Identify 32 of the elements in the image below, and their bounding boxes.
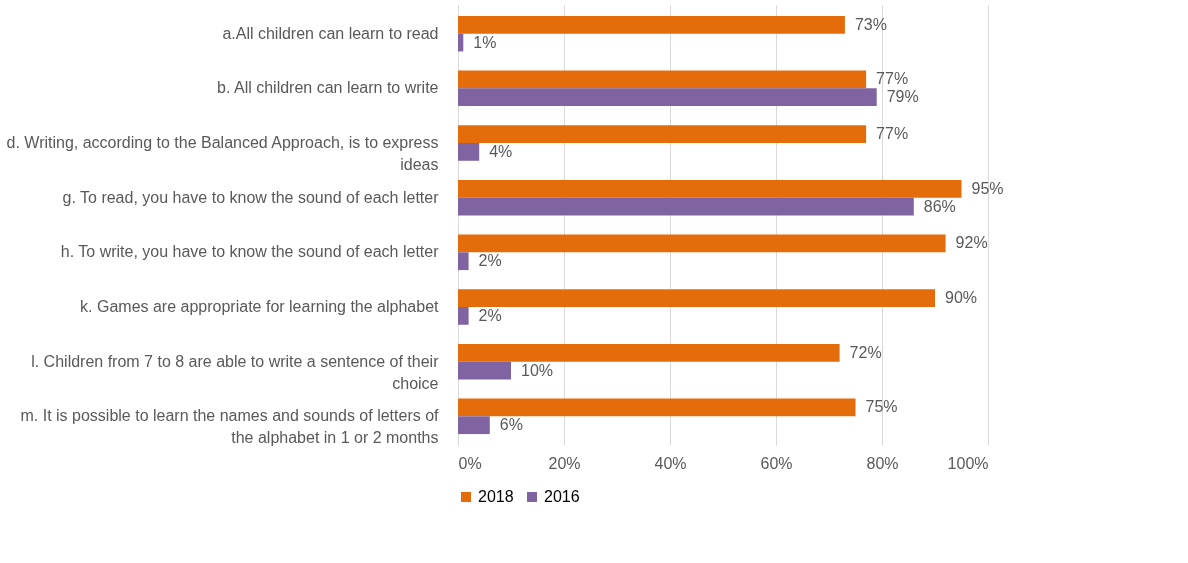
y-tick-label: g. To read, you have to know the sound of each letter [62, 188, 440, 206]
data-label: 72% [849, 343, 882, 361]
y-tick-label: a.All children can learn to read [222, 24, 439, 42]
x-tick-label: 40% [654, 454, 687, 472]
data-label: 75% [865, 398, 898, 416]
y-tick-label: b. All children can learn to write [217, 79, 439, 97]
data-label: 77% [876, 70, 909, 88]
y-tick-label: m. It is possible to learn the names and sounds of letters of the alphabet in 1 or 2 months [20, 407, 440, 447]
x-tick-label: 100% [947, 454, 989, 472]
y-tick-label: h. To write, you have to know the sound of each letter [60, 243, 440, 261]
data-label: 79% [886, 88, 919, 106]
data-label: 77% [876, 125, 909, 143]
data-label: 2% [478, 306, 502, 324]
y-tick-label: k. Games are appropriate for learning the alphabet [80, 297, 440, 315]
x-tick-label: 20% [548, 454, 581, 472]
data-label: 86% [923, 197, 956, 215]
data-label: 1% [473, 33, 497, 51]
y-tick-label: l. Children from 7 to 8 are able to write a sentence of their choice [31, 352, 440, 392]
x-tick-label: 60% [760, 454, 793, 472]
data-label: 90% [945, 289, 978, 307]
legend-label: 2018 [478, 488, 514, 505]
y-tick-label: d. Writing, according to the Balanced Approach, is to express ideas [6, 134, 439, 174]
data-label: 92% [955, 234, 988, 252]
data-label: 10% [521, 361, 554, 379]
legend-label: 2016 [544, 488, 580, 505]
x-tick-label: 80% [866, 454, 899, 472]
data-label: 95% [971, 179, 1004, 197]
data-label: 2% [478, 252, 502, 270]
data-label: 6% [499, 416, 523, 434]
x-tick-label: 0% [458, 454, 482, 472]
data-label: 4% [489, 142, 513, 160]
data-label: 73% [854, 15, 887, 33]
